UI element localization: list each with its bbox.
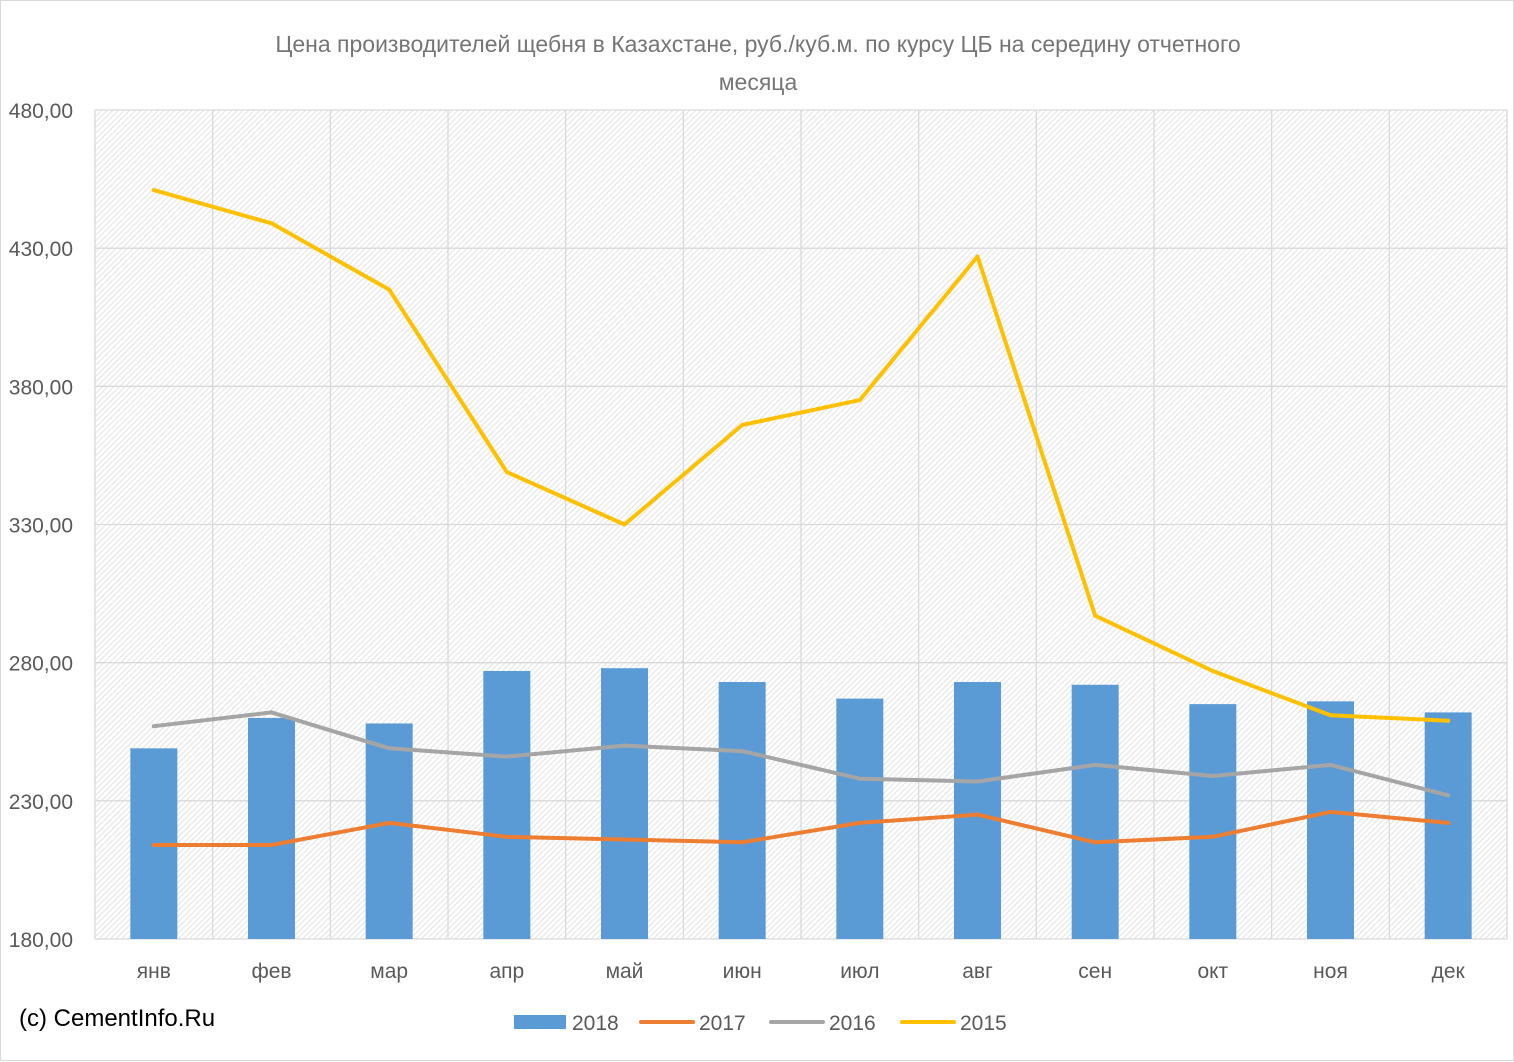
point-2015-сен — [1093, 613, 1098, 618]
x-tick-label: дек — [1432, 960, 1466, 983]
line-series-2017 — [151, 809, 1451, 847]
point-2017-сен — [1093, 840, 1098, 845]
legend-swatch-2018 — [514, 1015, 566, 1029]
y-tick-label: 180,00 — [9, 929, 73, 952]
point-2016-окт — [1210, 773, 1215, 778]
y-tick-label: 430,00 — [9, 238, 73, 261]
y-axis-ticks: 180,00 230,00 280,00 330,00 380,00 430,00 480,… — [9, 100, 73, 952]
point-2016-фев — [269, 710, 274, 715]
point-2015-май — [622, 522, 627, 527]
point-2016-ноя — [1328, 762, 1333, 767]
bar-2018-фев — [248, 717, 295, 939]
copyright-notice: (c) CementInfo.Ru — [19, 1005, 216, 1032]
y-tick-label: 480,00 — [9, 100, 73, 123]
point-2016-дек — [1446, 793, 1451, 798]
legend: 2018 2017 2016 2015 — [514, 1012, 1007, 1035]
point-2017-ноя — [1328, 809, 1333, 814]
chart-title-line-2: месяца — [718, 69, 798, 95]
y-tick-label: 380,00 — [9, 376, 73, 399]
x-tick-label: ноя — [1313, 960, 1348, 983]
point-2017-окт — [1210, 834, 1215, 839]
point-2016-апр — [504, 754, 509, 759]
x-tick-label: фев — [251, 960, 291, 983]
point-2017-май — [622, 837, 627, 842]
point-2017-дек — [1446, 820, 1451, 825]
bar-2018-авг — [954, 682, 1001, 939]
point-2015-мар — [387, 287, 392, 292]
x-tick-label: май — [606, 960, 644, 983]
x-tick-label: окт — [1197, 960, 1228, 983]
bar-2018-май — [601, 668, 648, 939]
legend-label-2017: 2017 — [699, 1012, 746, 1035]
point-2016-май — [622, 743, 627, 748]
point-2017-мар — [387, 820, 392, 825]
x-tick-label: мар — [370, 960, 408, 983]
x-axis-ticks: янв фев мар апр май июн июл авг сен окт ноя дек — [137, 960, 1466, 983]
line-series-2015 — [151, 188, 1451, 723]
point-2016-июн — [740, 749, 745, 754]
point-2015-июн — [740, 423, 745, 428]
point-2017-янв — [151, 843, 156, 848]
line-series — [151, 188, 1451, 848]
point-2015-июл — [857, 398, 862, 403]
y-tick-label: 280,00 — [9, 653, 73, 676]
bar-2018-дек — [1424, 712, 1472, 939]
point-2016-июл — [857, 776, 862, 781]
point-2015-фев — [269, 221, 274, 226]
line-series-2016 — [151, 710, 1451, 798]
x-tick-label: апр — [489, 960, 524, 983]
bar-2018-сен — [1071, 684, 1119, 939]
point-2016-янв — [151, 724, 156, 729]
x-tick-label: янв — [137, 960, 171, 983]
x-tick-label: авг — [962, 960, 993, 983]
x-tick-label: июл — [840, 960, 879, 983]
point-2017-апр — [504, 834, 509, 839]
point-2017-фев — [269, 843, 274, 848]
point-2015-апр — [504, 469, 509, 474]
bar-2018-мар — [365, 723, 413, 939]
point-2016-мар — [387, 746, 392, 751]
y-tick-label: 230,00 — [9, 791, 73, 814]
legend-label-2016: 2016 — [829, 1012, 876, 1035]
x-tick-label: сен — [1078, 960, 1112, 983]
bar-2018-окт — [1189, 704, 1237, 939]
point-2017-июл — [857, 820, 862, 825]
bar-2018-июн — [718, 682, 766, 939]
chart-title-line-1: Цена производителей щебня в Казахстане, … — [275, 31, 1241, 57]
bar-2018-ноя — [1307, 701, 1354, 939]
point-2016-авг — [975, 779, 980, 784]
gridlines — [94, 109, 1508, 940]
point-2015-окт — [1210, 668, 1215, 673]
x-tick-label: июн — [723, 960, 762, 983]
legend-label-2018: 2018 — [572, 1012, 619, 1035]
bar-2018-июл — [836, 698, 884, 939]
point-2017-июн — [740, 840, 745, 845]
point-2015-авг — [975, 254, 980, 259]
legend-label-2015: 2015 — [960, 1012, 1007, 1035]
point-2015-ноя — [1328, 713, 1333, 718]
point-2016-сен — [1093, 762, 1098, 767]
point-2015-дек — [1446, 718, 1451, 723]
point-2017-авг — [975, 812, 980, 817]
bar-2018-апр — [483, 670, 531, 939]
point-2015-янв — [151, 188, 156, 193]
y-tick-label: 330,00 — [9, 515, 73, 538]
